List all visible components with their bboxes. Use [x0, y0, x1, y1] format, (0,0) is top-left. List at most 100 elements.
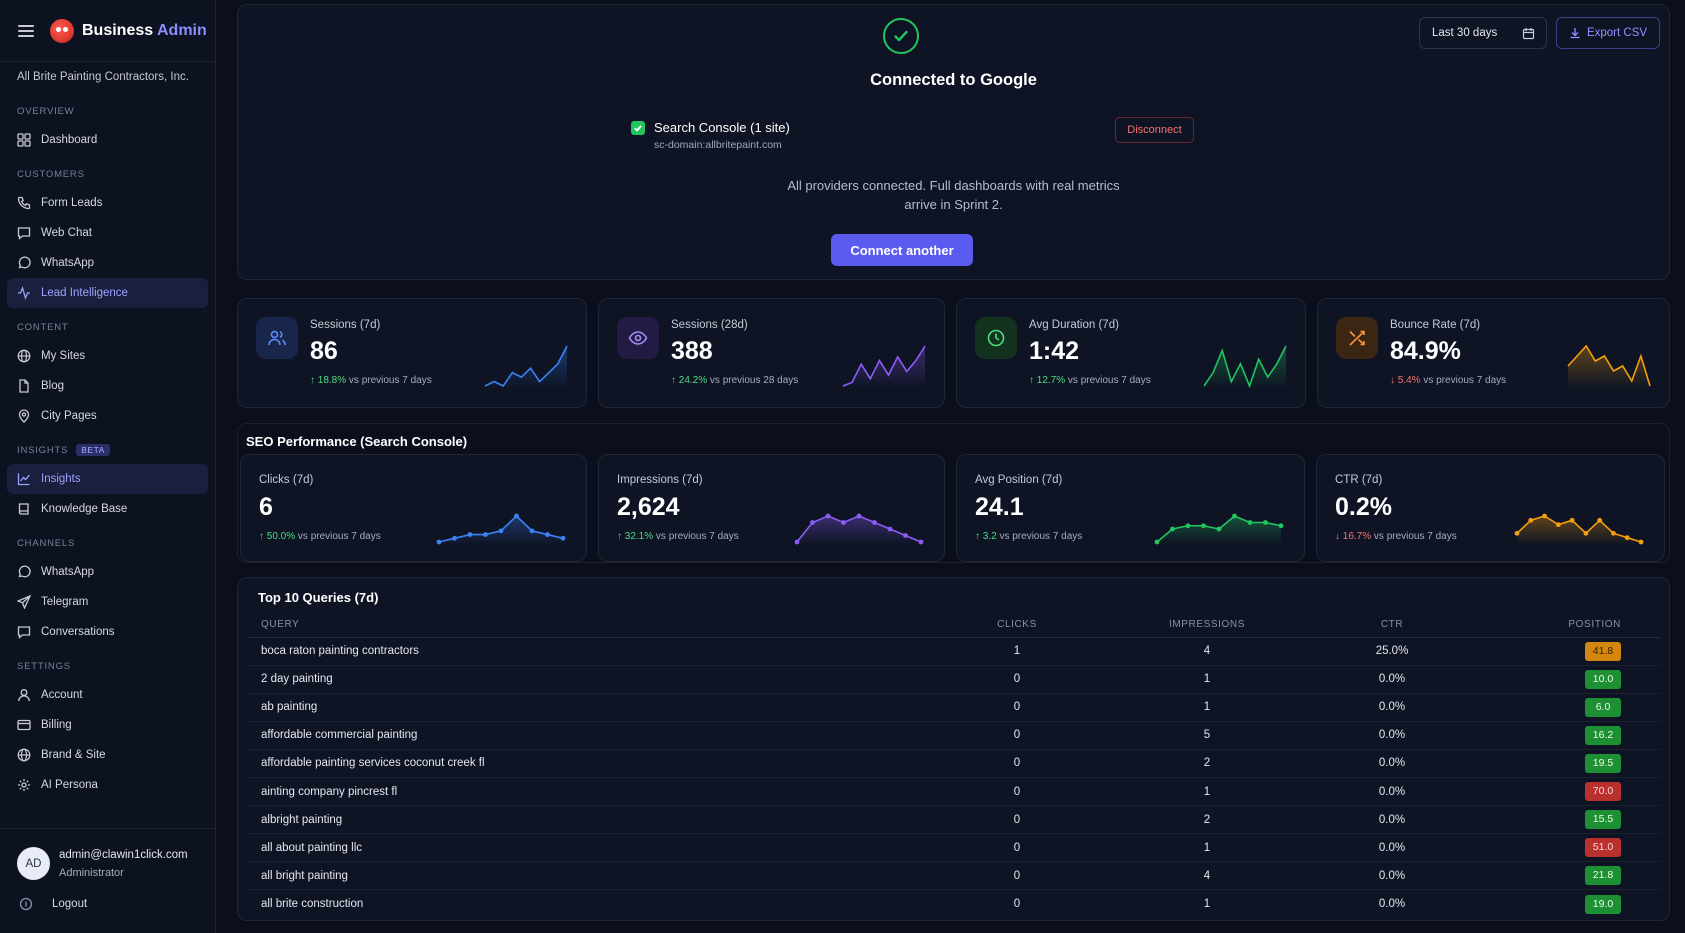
- sidebar-item-dashboard[interactable]: Dashboard: [7, 125, 208, 155]
- cell-clicks: 0: [927, 833, 1107, 863]
- activity-icon: [17, 286, 31, 300]
- credit-card-icon: [17, 718, 31, 732]
- sidebar-item-ai-persona[interactable]: AI Persona: [7, 770, 208, 800]
- sidebar-item-my-sites[interactable]: My Sites: [7, 341, 208, 371]
- seo-performance-section: SEO Performance (Search Console): [237, 423, 1670, 563]
- table-row[interactable]: 2 day painting 0 1 0.0% 10.0: [247, 665, 1661, 694]
- sparkline-point: [1624, 535, 1630, 541]
- position-badge: 10.0: [1585, 669, 1621, 689]
- table-row[interactable]: affordable painting services coconut cre…: [247, 749, 1661, 778]
- nav-section-settings: SETTINGS: [17, 660, 71, 672]
- beta-badge: BETA: [76, 444, 110, 456]
- cell-position: 15.5: [1477, 805, 1661, 835]
- logout-label: Logout: [52, 898, 88, 910]
- change-suffix: vs previous 7 days: [1423, 375, 1507, 386]
- menu-icon[interactable]: [18, 24, 34, 37]
- cell-position: 16.2: [1477, 721, 1661, 750]
- cell-impressions: 2: [1107, 805, 1307, 835]
- sparkline-line: [842, 345, 926, 387]
- table-row[interactable]: all about painting llc 0 1 0.0% 51.0: [247, 833, 1661, 863]
- table-row[interactable]: albright painting 0 2 0.0% 15.5: [247, 805, 1661, 835]
- sidebar-item-brand-site[interactable]: Brand & Site: [7, 740, 208, 770]
- sidebar-item-label: AI Persona: [41, 779, 98, 791]
- sidebar-item-account[interactable]: Account: [7, 680, 208, 710]
- avatar[interactable]: AD: [17, 847, 50, 880]
- search-console-row: Search Console (1 site) sc-domain:allbri…: [631, 120, 790, 151]
- sidebar-item-conversations[interactable]: Conversations: [7, 617, 208, 647]
- sidebar-item-billing[interactable]: Billing: [7, 710, 208, 740]
- sparkline-point: [918, 539, 924, 545]
- sidebar-item-label: WhatsApp: [41, 566, 95, 578]
- sidebar-item-blog[interactable]: Blog: [7, 371, 208, 401]
- sidebar-item-knowledge-base[interactable]: Knowledge Base: [7, 494, 208, 524]
- sidebar-item-form-leads[interactable]: Form Leads: [7, 188, 208, 218]
- sparkline-point: [810, 520, 815, 525]
- sidebar-item-insights[interactable]: Insights: [7, 464, 208, 494]
- cell-impressions: 1: [1203, 898, 1211, 911]
- sidebar-item-whatsapp[interactable]: WhatsApp: [7, 248, 208, 278]
- sparkline-area: [843, 346, 925, 389]
- cell-clicks: 0: [927, 665, 1107, 694]
- cell-position: 41.8: [1477, 637, 1661, 666]
- table-row[interactable]: ab painting 0 1 0.0% 6.0: [247, 693, 1661, 722]
- stat-value: 1:42: [1029, 337, 1080, 365]
- cell-ctr: 25.0%: [1307, 637, 1477, 666]
- send-icon: [17, 595, 31, 609]
- connect-another-button[interactable]: Connect another: [831, 234, 973, 266]
- eye-icon: [617, 317, 659, 359]
- column-header-position[interactable]: POSITION: [1477, 612, 1661, 638]
- seo-card-clicks: Clicks (7d) 6 ↑ 50.0% vs previous 7 days: [240, 454, 587, 562]
- sparkline-point: [841, 520, 846, 525]
- logout-button[interactable]: Logout: [19, 897, 87, 911]
- change-value: ↑ 18.8%: [310, 375, 346, 386]
- cell-ctr: 0.0%: [1307, 665, 1477, 694]
- cell-query: affordable commercial painting: [247, 721, 927, 750]
- download-icon: [1570, 28, 1580, 39]
- sparkline-point: [1597, 517, 1603, 523]
- cell-impressions: 4: [1107, 637, 1307, 666]
- disconnect-button[interactable]: Disconnect: [1115, 117, 1194, 143]
- sidebar-item-city-pages[interactable]: City Pages: [7, 401, 208, 431]
- sidebar-item-lead-intelligence[interactable]: Lead Intelligence: [7, 278, 208, 308]
- table-row[interactable]: ainting company pincrest fl 0 1 0.0% 70.0: [247, 777, 1661, 807]
- seo-change: ↑ 3.2 vs previous 7 days: [975, 531, 1082, 542]
- column-header-clicks[interactable]: CLICKS: [927, 612, 1107, 638]
- date-range-select[interactable]: Last 30 days: [1419, 17, 1547, 49]
- google-connection-panel: Connected to Google Search Console (1 si…: [237, 4, 1670, 280]
- table-row[interactable]: all bright painting 0 4 0.0% 21.8: [247, 861, 1661, 891]
- sidebar-item-web-chat[interactable]: Web Chat: [7, 218, 208, 248]
- table-row[interactable]: boca raton painting contractors 1 4 25.0% 41…: [247, 637, 1661, 666]
- search-console-checkbox[interactable]: [631, 121, 645, 135]
- sidebar-item-label: Billing: [41, 719, 72, 731]
- stat-card-avg-duration: Avg Duration (7d) 1:42 ↑ 12.7% vs previo…: [956, 298, 1306, 408]
- export-label: Export CSV: [1586, 27, 1648, 39]
- export-csv-button[interactable]: Export CSV: [1556, 17, 1660, 49]
- cell-impressions: 1: [1107, 777, 1307, 807]
- table-row[interactable]: affordable commercial painting 0 5 0.0% 16.2: [247, 721, 1661, 750]
- sparkline-area: [439, 516, 563, 545]
- column-header-ctr[interactable]: CTR: [1307, 612, 1477, 638]
- sidebar-item-telegram[interactable]: Telegram: [7, 587, 208, 617]
- sparkline-avg-position: [1154, 513, 1284, 545]
- column-header-query[interactable]: QUERY: [247, 612, 927, 638]
- nav-section-overview: OVERVIEW: [17, 105, 75, 117]
- arrow-down-icon: ↓: [1335, 531, 1343, 542]
- connection-note-line: arrive in Sprint 2.: [904, 197, 1003, 212]
- globe-icon: [17, 748, 31, 762]
- stat-value: 388: [671, 337, 713, 365]
- change-percent: 3.2: [982, 531, 997, 542]
- change-suffix: vs previous 7 days: [999, 531, 1083, 542]
- book-icon: [17, 502, 31, 516]
- sparkline-point: [856, 513, 862, 519]
- column-header-impressions[interactable]: IMPRESSIONS: [1107, 612, 1307, 638]
- sparkline-point: [903, 533, 908, 538]
- connection-title: Connected to Google: [870, 71, 1037, 89]
- table-row[interactable]: all brite construction 0 1 0.0% 19.0: [247, 890, 1661, 918]
- cell-clicks: 0: [927, 693, 1107, 722]
- sparkline-point: [1263, 520, 1268, 525]
- user-panel: AD admin@clawin1click.com Administrator …: [0, 828, 216, 933]
- arrow-up-icon: ↑: [259, 531, 267, 542]
- sidebar-item-channel-whatsapp[interactable]: WhatsApp: [7, 557, 208, 587]
- users-icon: [256, 317, 298, 359]
- cell-impressions: 1: [1107, 665, 1307, 694]
